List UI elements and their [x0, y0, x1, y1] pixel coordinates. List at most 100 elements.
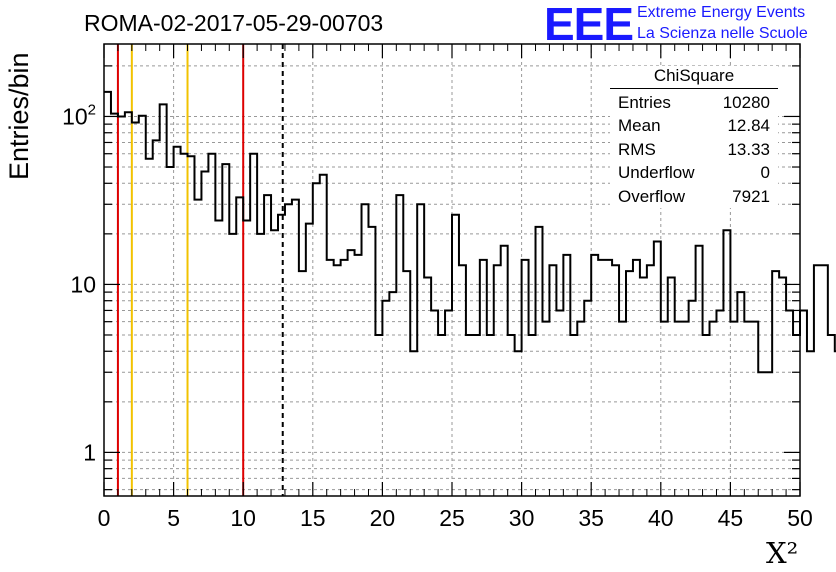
- stats-label: Underflow: [618, 163, 695, 183]
- histogram-bin: [584, 301, 591, 496]
- x-tick-label: 50: [787, 505, 813, 531]
- histogram-bin: [807, 351, 814, 496]
- histogram-bin: [570, 335, 577, 496]
- histogram-bin: [703, 335, 710, 496]
- histogram-bin: [494, 265, 501, 496]
- histogram-bin: [508, 335, 515, 496]
- stats-rows: Entries 10280 Mean 12.84 RMS 13.33 Underflow 0 O…: [610, 91, 778, 208]
- histogram-bin: [188, 156, 195, 496]
- stats-value: 13.33: [727, 139, 770, 159]
- histogram-outline: [104, 90, 836, 374]
- logo-line1: Extreme Energy Events: [637, 4, 806, 21]
- histogram-bin: [730, 322, 737, 496]
- stats-row: Mean 12.84: [610, 114, 778, 137]
- histogram-bin: [410, 351, 417, 496]
- histogram-bin: [146, 159, 153, 496]
- histogram-bin: [111, 114, 118, 496]
- histogram-bin: [125, 112, 132, 496]
- histogram-bin: [194, 200, 201, 496]
- histogram-bin: [327, 260, 334, 496]
- histogram-bin: [661, 322, 668, 496]
- histogram-bin: [723, 230, 730, 496]
- histogram-bin: [772, 271, 779, 496]
- histogram-bin: [341, 260, 348, 496]
- histogram-bin: [828, 335, 835, 496]
- histogram-bin: [668, 277, 675, 496]
- stats-value: 12.84: [727, 116, 770, 136]
- histogram-bin: [222, 164, 229, 496]
- histogram-bin: [229, 234, 236, 496]
- histogram-bin: [257, 234, 264, 496]
- stats-row: Overflow 7921: [610, 185, 778, 208]
- logo-line2: La Scienza nelle Scuole: [637, 25, 808, 42]
- histogram-bin: [542, 322, 549, 496]
- histogram-bin: [682, 322, 689, 496]
- histogram-bin: [821, 265, 828, 496]
- histogram-bin: [382, 301, 389, 496]
- histogram-bin: [368, 227, 375, 496]
- histogram-bin: [278, 215, 285, 496]
- histogram-bin: [696, 246, 703, 496]
- stats-box: ChiSquare Entries 10280 Mean 12.84 RMS 13.33 U…: [610, 66, 778, 208]
- histogram-bin: [417, 204, 424, 496]
- histogram-bin: [800, 310, 807, 496]
- histogram-bin: [104, 92, 111, 496]
- histogram-bin: [710, 322, 717, 496]
- histogram-bin: [654, 242, 661, 496]
- histogram-bin: [236, 197, 243, 496]
- histogram-bin: [181, 154, 188, 496]
- y-tick-label: 102: [62, 101, 96, 129]
- histogram-bin: [522, 260, 529, 496]
- histogram-bin: [647, 265, 654, 496]
- histogram-bin: [452, 215, 459, 496]
- histogram-bin: [403, 271, 410, 496]
- histogram-bin: [201, 172, 208, 496]
- x-tick-label: 10: [230, 505, 256, 531]
- histogram-bin: [299, 271, 306, 496]
- histogram-bin: [243, 221, 250, 496]
- x-tick-label: 40: [648, 505, 674, 531]
- histogram-bin: [765, 372, 772, 496]
- x-tick-label: 35: [578, 505, 604, 531]
- histogram-bin: [362, 204, 369, 496]
- y-tick-label: 10: [70, 271, 96, 297]
- histogram-bin: [758, 372, 765, 496]
- histogram-bin: [675, 322, 682, 496]
- stats-value: 7921: [732, 186, 770, 206]
- histogram-bin: [529, 335, 536, 496]
- logo-mark: EEE: [544, 0, 634, 50]
- histogram-bin: [215, 221, 222, 496]
- x-tick-label: 25: [439, 505, 465, 531]
- histogram-bin: [577, 322, 584, 496]
- histogram-bin: [285, 204, 292, 496]
- histogram-bin: [313, 183, 320, 496]
- histogram-bin: [605, 260, 612, 496]
- histogram-bin: [612, 265, 619, 496]
- histogram-bin: [563, 255, 570, 496]
- stats-label: RMS: [618, 139, 656, 159]
- x-tick-label: 30: [509, 505, 535, 531]
- histogram-bin: [737, 292, 744, 496]
- histogram-bin: [264, 195, 271, 496]
- histogram-bin: [160, 104, 167, 496]
- stats-title: ChiSquare: [610, 66, 778, 89]
- stats-row: RMS 13.33: [610, 138, 778, 161]
- histogram-bin: [320, 175, 327, 496]
- histogram-bin: [487, 335, 494, 496]
- histogram-bin: [473, 335, 480, 496]
- histogram-bin: [396, 195, 403, 496]
- histogram-bin: [626, 271, 633, 496]
- histogram-bin: [271, 230, 278, 496]
- stats-value: 10280: [722, 93, 770, 112]
- histogram-bin: [250, 154, 257, 496]
- stats-row: Underflow 0: [610, 161, 778, 184]
- histogram-bin: [515, 351, 522, 496]
- histogram-bin: [355, 255, 362, 496]
- histogram-bin: [814, 265, 821, 496]
- y-tick-label: 1: [83, 439, 96, 465]
- histogram-bin: [292, 200, 299, 496]
- histogram-bin: [619, 322, 626, 496]
- histogram-bin: [689, 301, 696, 496]
- tick-labels: 0 5 10 15 20 25 30 35 40 45 50 1 10 102: [62, 101, 813, 531]
